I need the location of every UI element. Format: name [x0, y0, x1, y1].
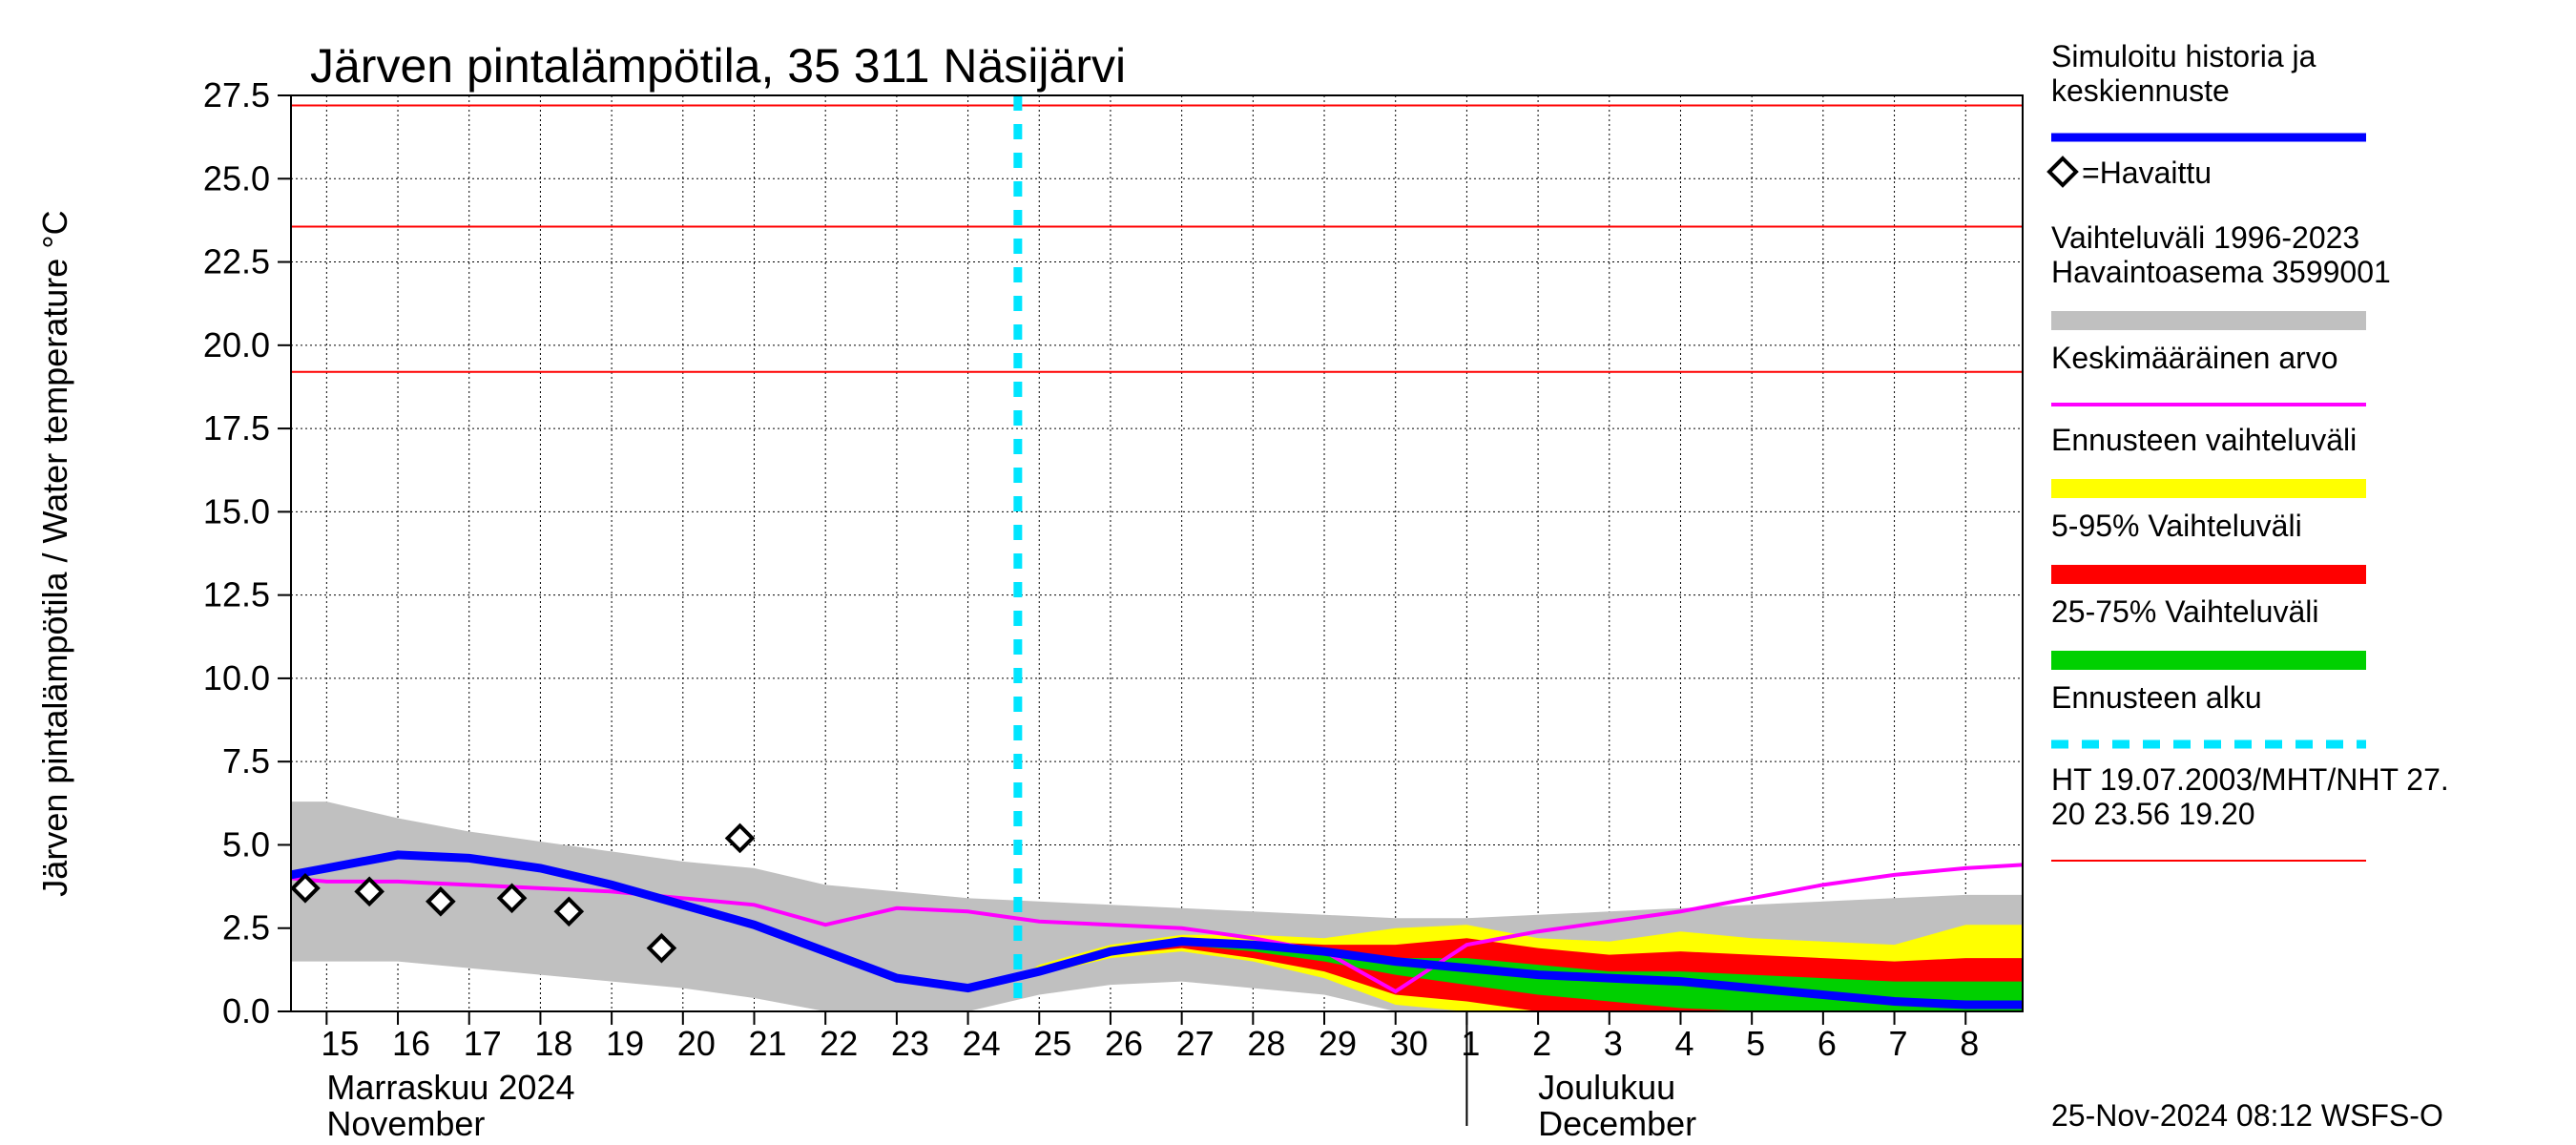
- legend-label: HT 19.07.2003/MHT/NHT 27.: [2051, 762, 2449, 797]
- legend-label: Keskimääräinen arvo: [2051, 341, 2338, 375]
- legend-label: Ennusteen alku: [2051, 680, 2262, 715]
- legend-label: 20 23.56 19.20: [2051, 797, 2255, 831]
- svg-text:19: 19: [606, 1024, 644, 1063]
- legend-label: Vaihteluväli 1996-2023: [2051, 220, 2359, 255]
- svg-text:20: 20: [677, 1024, 716, 1063]
- legend-label: =Havaittu: [2082, 156, 2212, 190]
- svg-text:22.5: 22.5: [203, 242, 270, 281]
- svg-text:8: 8: [1960, 1024, 1979, 1063]
- svg-text:25.0: 25.0: [203, 158, 270, 198]
- svg-text:21: 21: [748, 1024, 786, 1063]
- month1-fi: Marraskuu 2024: [326, 1068, 574, 1107]
- svg-text:30: 30: [1390, 1024, 1428, 1063]
- svg-text:0.0: 0.0: [222, 991, 270, 1030]
- footer-timestamp: 25-Nov-2024 08:12 WSFS-O: [2051, 1098, 2443, 1133]
- y-axis-label: Järven pintalämpötila / Water temperatur…: [35, 210, 74, 896]
- svg-text:17: 17: [464, 1024, 502, 1063]
- legend: Simuloitu historia jakeskiennuste =Havait…: [2049, 39, 2449, 861]
- svg-text:7: 7: [1889, 1024, 1908, 1063]
- legend-label: 25-75% Vaihteluväli: [2051, 594, 2318, 629]
- svg-text:20.0: 20.0: [203, 325, 270, 364]
- svg-text:16: 16: [392, 1024, 430, 1063]
- svg-text:4: 4: [1674, 1024, 1693, 1063]
- legend-swatch-marker: [2049, 158, 2076, 185]
- svg-text:12.5: 12.5: [203, 575, 270, 614]
- legend-label: Havaintoasema 3599001: [2051, 255, 2391, 289]
- svg-text:22: 22: [820, 1024, 858, 1063]
- chart-container: 0.0 2.5 5.0 7.5 10.0 12.5 15.0 17.5 20.0 22.5 25.0…: [0, 0, 2576, 1145]
- legend-swatch-band: [2051, 651, 2366, 670]
- svg-text:24: 24: [963, 1024, 1001, 1063]
- svg-text:6: 6: [1818, 1024, 1837, 1063]
- svg-text:15: 15: [321, 1024, 359, 1063]
- svg-text:2.5: 2.5: [222, 908, 270, 947]
- svg-text:7.5: 7.5: [222, 741, 270, 781]
- svg-text:27: 27: [1176, 1024, 1215, 1063]
- legend-label: 5-95% Vaihteluväli: [2051, 509, 2302, 543]
- svg-text:17.5: 17.5: [203, 408, 270, 448]
- month2-en: December: [1538, 1104, 1696, 1143]
- svg-text:5.0: 5.0: [222, 824, 270, 864]
- svg-text:18: 18: [534, 1024, 572, 1063]
- legend-label: keskiennuste: [2051, 73, 2230, 108]
- chart-svg: 0.0 2.5 5.0 7.5 10.0 12.5 15.0 17.5 20.0 22.5 25.0…: [0, 0, 2576, 1145]
- svg-text:1: 1: [1461, 1024, 1480, 1063]
- legend-label: Simuloitu historia ja: [2051, 39, 2316, 73]
- legend-swatch-band: [2051, 479, 2366, 498]
- svg-text:25: 25: [1033, 1024, 1071, 1063]
- svg-text:26: 26: [1105, 1024, 1143, 1063]
- svg-text:3: 3: [1604, 1024, 1623, 1063]
- svg-text:10.0: 10.0: [203, 658, 270, 697]
- svg-text:27.5: 27.5: [203, 75, 270, 114]
- legend-label: Ennusteen vaihteluväli: [2051, 423, 2357, 457]
- month2-fi: Joulukuu: [1538, 1068, 1675, 1107]
- observed-marker: [728, 825, 753, 850]
- svg-text:28: 28: [1247, 1024, 1285, 1063]
- svg-text:15.0: 15.0: [203, 491, 270, 531]
- legend-swatch-band: [2051, 311, 2366, 330]
- chart-title: Järven pintalämpötila, 35 311 Näsijärvi: [310, 39, 1126, 93]
- svg-text:23: 23: [891, 1024, 929, 1063]
- month1-en: November: [326, 1104, 485, 1143]
- plot-area: [291, 95, 2023, 1011]
- svg-text:5: 5: [1746, 1024, 1765, 1063]
- legend-swatch-band: [2051, 565, 2366, 584]
- svg-text:2: 2: [1532, 1024, 1551, 1063]
- svg-text:29: 29: [1319, 1024, 1357, 1063]
